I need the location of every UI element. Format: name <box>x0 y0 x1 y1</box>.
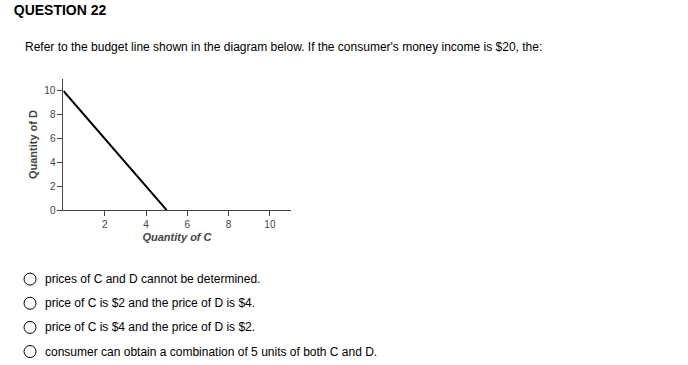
svg-text:2: 2 <box>50 181 56 192</box>
svg-text:Quantity of C: Quantity of C <box>142 231 212 243</box>
svg-text:4: 4 <box>50 157 56 168</box>
svg-text:Quantity of D: Quantity of D <box>27 110 39 179</box>
svg-text:2: 2 <box>102 219 108 230</box>
svg-text:0: 0 <box>50 205 56 216</box>
svg-text:8: 8 <box>50 109 56 120</box>
svg-text:6: 6 <box>50 133 56 144</box>
svg-text:consumer can obtain a combinat: consumer can obtain a combination of 5 u… <box>45 345 377 359</box>
svg-text:8: 8 <box>226 219 232 230</box>
svg-text:QUESTION 22: QUESTION 22 <box>14 2 107 18</box>
svg-text:prices of C and D cannot be de: prices of C and D cannot be determined. <box>45 272 260 286</box>
svg-text:price of C is $2 and the price: price of C is $2 and the price of D is $… <box>45 296 255 310</box>
svg-text:4: 4 <box>143 219 149 230</box>
svg-text:Refer to the budget line shown: Refer to the budget line shown in the di… <box>25 40 542 54</box>
svg-text:6: 6 <box>185 219 191 230</box>
svg-text:10: 10 <box>44 85 56 96</box>
svg-text:10: 10 <box>264 219 276 230</box>
svg-text:price of C is $4 and the price: price of C is $4 and the price of D is $… <box>45 320 255 334</box>
